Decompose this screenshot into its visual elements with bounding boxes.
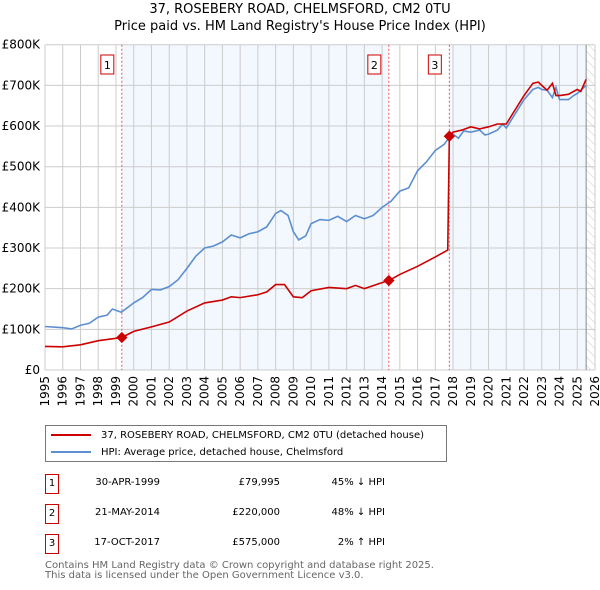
x-tick-label: 2005	[215, 376, 229, 407]
transaction-label-box	[367, 54, 382, 75]
x-tick-label: 2008	[269, 376, 283, 407]
transaction-label-box	[100, 54, 115, 75]
transaction-label: 1	[104, 59, 111, 72]
hpi-line	[44, 84, 587, 330]
transaction-date: 17-OCT-2017	[94, 537, 160, 548]
transaction-number: 2	[45, 504, 59, 524]
x-tick-label: 1998	[91, 376, 105, 407]
transaction-label: 3	[431, 59, 438, 72]
x-tick-label: 2009	[286, 376, 300, 407]
transaction-date: 21-MAY-2014	[94, 507, 160, 518]
transaction-row: 2 21-MAY-2014 £220,000 48% ↓ HPI	[45, 504, 545, 524]
transaction-price: £575,000	[232, 537, 280, 548]
chart-title: 37, ROSEBERY ROAD, CHELMSFORD, CM2 0TU	[149, 2, 451, 17]
legend-item-property: 37, ROSEBERY ROAD, CHELMSFORD, CM2 0TU (…	[46, 427, 424, 443]
legend-label: 37, ROSEBERY ROAD, CHELMSFORD, CM2 0TU (…	[101, 429, 425, 441]
x-tick-label: 2022	[517, 376, 531, 407]
transaction-number: 3	[45, 534, 59, 554]
y-tick-label: £500K	[2, 160, 42, 174]
price-chart: 1995 1996 1997 1998 1999 2000 2001 2002 2003 2004…	[2, 38, 600, 407]
x-tick-label: 2014	[375, 376, 389, 407]
x-tick-label: 2011	[322, 376, 336, 407]
x-tick-label: 2006	[233, 376, 247, 407]
footer: Contains HM Land Registry data © Crown c…	[45, 561, 434, 581]
y-tick-label: £600K	[2, 119, 42, 133]
y-tick-label: £700K	[2, 78, 42, 92]
y-tick-label: £400K	[2, 200, 42, 214]
transaction-label: 2	[371, 59, 378, 72]
legend-swatch-blue	[51, 451, 91, 453]
legend-label: HPI: Average price, detached house, Chel…	[101, 446, 344, 458]
transaction-hpi-diff: 48% ↓ HPI	[331, 507, 385, 518]
x-tick-label: 1999	[109, 376, 123, 407]
x-tick-label: 2012	[340, 376, 354, 407]
y-tick-label: £0	[25, 363, 40, 377]
x-tick-label: 2003	[180, 376, 194, 407]
footer-line-2: This data is licensed under the Open Gov…	[45, 570, 364, 581]
y-tick-label: £100K	[2, 322, 42, 336]
legend-swatch-red	[51, 434, 91, 436]
transaction-hpi-diff: 45% ↓ HPI	[331, 477, 385, 488]
legend-item-hpi: HPI: Average price, detached house, Chel…	[46, 444, 343, 460]
x-tick-label: 1997	[73, 376, 87, 407]
x-tick-label: 2002	[162, 376, 176, 407]
x-tick-label: 2025	[570, 376, 584, 407]
x-tick-label: 2018	[446, 376, 460, 407]
x-tick-label: 1995	[38, 376, 52, 407]
footer-line-1: Contains HM Land Registry data © Crown c…	[45, 560, 434, 571]
chart-subtitle: Price paid vs. HM Land Registry's House …	[114, 19, 486, 34]
sale-point	[383, 274, 395, 287]
y-tick-label: £200K	[2, 282, 42, 296]
x-tick-label: 2000	[127, 376, 141, 407]
x-tick-label: 1996	[56, 376, 70, 407]
x-tick-label: 2001	[144, 376, 158, 407]
y-tick-label: £800K	[2, 38, 42, 52]
x-tick-label: 2004	[198, 376, 212, 407]
x-tick-label: 2019	[464, 376, 478, 407]
transaction-number: 1	[45, 474, 59, 494]
x-tick-label: 2021	[499, 376, 513, 407]
legend: 37, ROSEBERY ROAD, CHELMSFORD, CM2 0TU (…	[45, 425, 447, 462]
sale-point	[443, 130, 455, 142]
x-tick-label: 2013	[357, 376, 371, 407]
transaction-price: £220,000	[232, 507, 280, 518]
x-tick-label: 2016	[411, 376, 425, 407]
x-tick-label: 2010	[304, 376, 318, 407]
transaction-row: 3 17-OCT-2017 £575,000 2% ↑ HPI	[45, 534, 545, 554]
x-tick-label: 2017	[428, 376, 442, 407]
x-tick-label: 2007	[251, 376, 265, 407]
transaction-date: 30-APR-1999	[95, 477, 160, 488]
transaction-label-box	[427, 54, 442, 75]
x-tick-label: 2023	[535, 376, 549, 407]
transaction-price: £79,995	[238, 477, 280, 488]
transaction-row: 1 30-APR-1999 £79,995 45% ↓ HPI	[45, 474, 545, 494]
x-tick-label: 2015	[393, 376, 407, 407]
y-tick-label: £300K	[2, 241, 42, 255]
x-tick-label: 2026	[588, 376, 600, 407]
x-tick-label: 2024	[553, 376, 567, 407]
transaction-hpi-diff: 2% ↑ HPI	[337, 537, 385, 548]
x-tick-label: 2020	[482, 376, 496, 407]
